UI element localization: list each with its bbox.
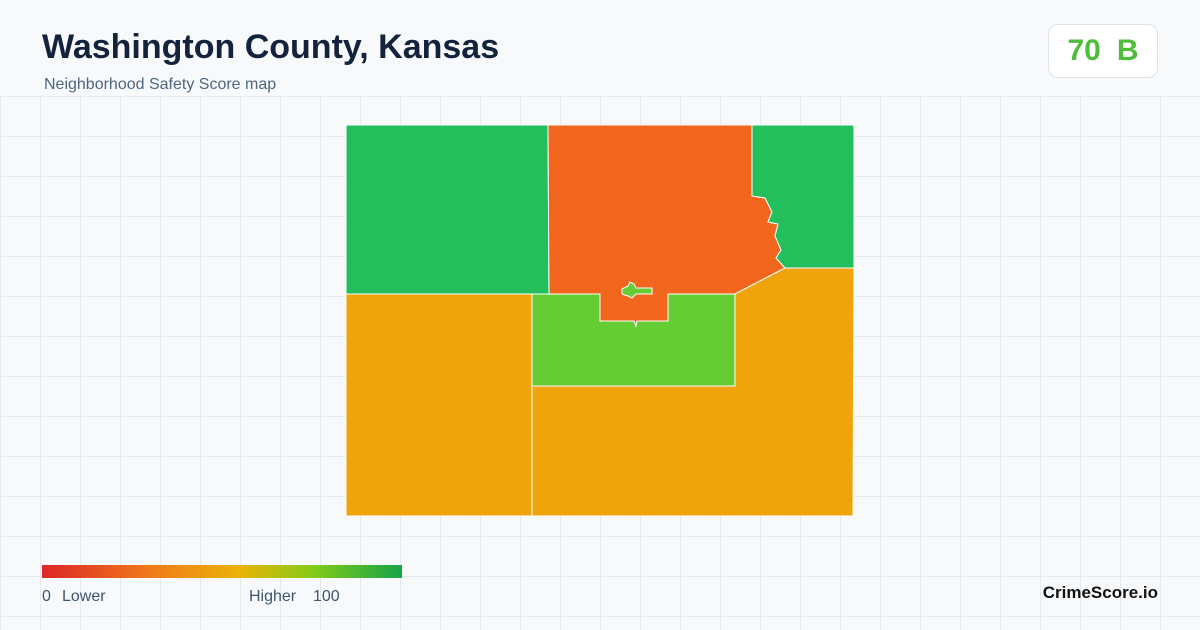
score-value: 70: [1067, 34, 1101, 67]
region: [345, 124, 550, 295]
brand: CrimeScore.io: [1042, 583, 1158, 602]
legend-min: 0: [42, 588, 51, 605]
legend-max-label: Higher: [249, 588, 297, 605]
region: [531, 267, 855, 517]
legend-max: 100: [313, 588, 340, 605]
region: [345, 293, 533, 517]
legend-min-label: Lower: [62, 588, 106, 605]
region: [621, 281, 653, 299]
subtitle: Neighborhood Safety Score map: [44, 76, 277, 93]
score-badge: 70 B: [1048, 24, 1158, 78]
legend-gradient: [42, 565, 402, 578]
title: Washington County, Kansas: [42, 28, 500, 66]
header: [0, 0, 1200, 96]
score-grade: B: [1116, 34, 1139, 67]
